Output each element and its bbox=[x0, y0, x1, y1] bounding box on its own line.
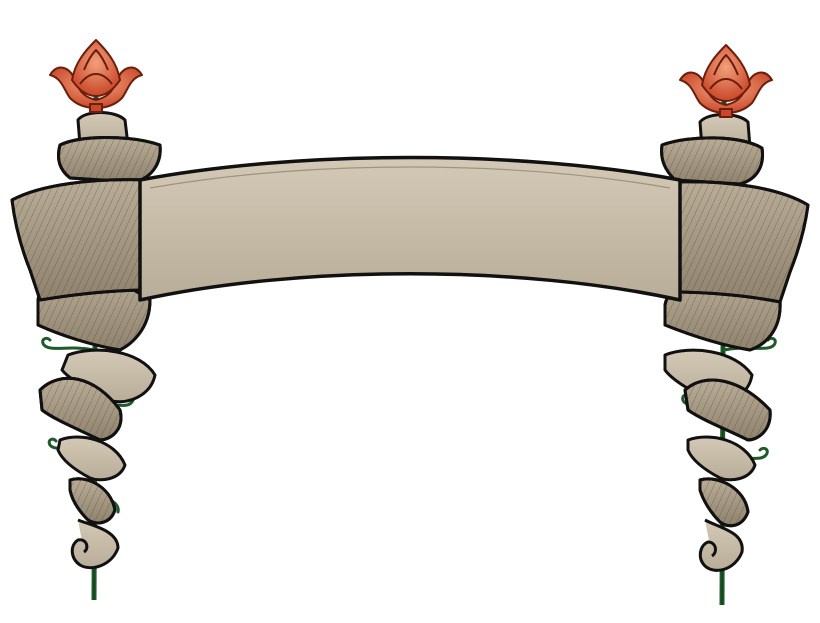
banner-right-fold bbox=[668, 180, 810, 304]
left-upper-curl bbox=[56, 111, 162, 184]
right-ribbon-spiral bbox=[663, 275, 782, 572]
banner-left-fold bbox=[10, 178, 152, 302]
banner-main bbox=[138, 155, 682, 302]
left-ribbon-spiral bbox=[36, 270, 157, 570]
right-flower-icon bbox=[679, 44, 773, 118]
right-upper-curl bbox=[660, 113, 765, 186]
left-flower-icon bbox=[49, 39, 143, 113]
